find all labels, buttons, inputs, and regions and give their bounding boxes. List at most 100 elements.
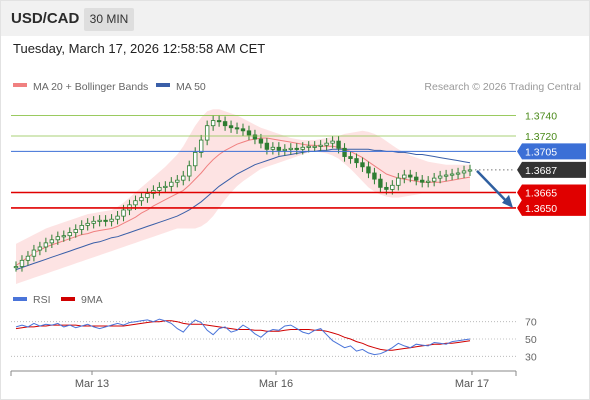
rsi-tick-label: 30 <box>525 351 537 363</box>
candle-body <box>318 144 323 147</box>
candle <box>300 142 305 155</box>
level-label-box <box>517 143 586 160</box>
price-plot-area <box>13 109 473 284</box>
x-axis-label: Mar 16 <box>259 378 293 390</box>
forecast-arrow-shaft <box>476 170 508 203</box>
candle-body <box>431 177 437 182</box>
candle <box>216 115 222 127</box>
candle <box>288 143 293 155</box>
rsi-line <box>15 318 471 356</box>
candle <box>97 215 102 227</box>
candle-body <box>402 174 407 179</box>
candle-body <box>163 185 168 188</box>
candle <box>31 244 37 262</box>
candle <box>85 218 90 231</box>
candle-body <box>455 172 461 175</box>
candle-body <box>378 178 383 188</box>
candle <box>169 177 174 192</box>
candle <box>276 142 282 156</box>
rsi-plot-area: 70 50 30 <box>11 317 537 363</box>
candle-body <box>37 246 43 251</box>
candle-body <box>13 266 19 269</box>
rsi-tick-label: 50 <box>525 334 537 346</box>
candle <box>37 241 43 256</box>
candle <box>163 181 168 193</box>
candle-body <box>157 186 162 191</box>
candle-body <box>19 259 25 267</box>
candle <box>420 175 425 188</box>
candle-body <box>49 239 55 244</box>
candle <box>437 170 443 184</box>
candle <box>91 216 96 229</box>
price-levels: 1.3740 1.3720 1.3705 1.3687 1.3665 1.3650 <box>11 110 586 216</box>
candle <box>414 171 419 186</box>
level-label: 1.3705 <box>525 146 557 158</box>
chart-header: USD/CAD 30 MIN <box>1 1 589 36</box>
candle <box>378 174 383 193</box>
candle <box>431 172 437 187</box>
candle-body <box>354 158 359 164</box>
x-axis-labels: Mar 13 Mar 16 Mar 17 <box>75 371 489 390</box>
candle-body <box>437 175 443 179</box>
candle <box>228 120 234 133</box>
candle-body <box>204 125 210 141</box>
x-axis-label: Mar 13 <box>75 378 109 390</box>
candle <box>425 176 431 188</box>
candle <box>330 135 335 149</box>
candle-body <box>324 142 329 146</box>
candle-body <box>210 120 216 127</box>
candle-body <box>288 147 293 150</box>
candle-body <box>336 140 341 149</box>
level-label: 1.3740 <box>525 110 557 122</box>
candle-body <box>246 130 252 136</box>
candle <box>348 151 353 164</box>
candle-body <box>193 152 198 167</box>
rsi-tick-label: 70 <box>525 317 537 329</box>
candle <box>67 227 72 241</box>
candle <box>103 215 108 227</box>
candle <box>270 142 276 155</box>
candle-body <box>198 139 204 153</box>
candle-body <box>61 235 66 238</box>
candle-body <box>372 172 377 180</box>
forecast-arrow <box>476 170 513 208</box>
candle-body <box>187 165 192 177</box>
candle-body <box>25 255 31 261</box>
candle-body <box>240 128 246 132</box>
bollinger-band <box>16 109 470 284</box>
candle <box>467 164 473 177</box>
candle <box>455 167 461 180</box>
ma50-legend-swatch <box>156 83 170 87</box>
candle <box>49 234 55 248</box>
candle <box>366 161 371 179</box>
candle-body <box>312 145 317 148</box>
candle-body <box>467 169 473 172</box>
candle-body <box>461 170 467 174</box>
candle-body <box>234 127 240 130</box>
candle <box>145 188 150 203</box>
timeframe-badge[interactable]: 30 MIN <box>84 8 134 31</box>
candle-body <box>252 134 258 140</box>
candle-body <box>97 219 102 222</box>
candle-body <box>91 220 96 224</box>
candle <box>109 214 114 227</box>
x-axis-label: Mar 17 <box>455 378 489 390</box>
candle-body <box>31 249 37 257</box>
candle <box>25 251 31 266</box>
rsi-legend-swatch <box>13 297 27 301</box>
rsi-ma-legend-swatch <box>61 297 75 301</box>
candle-body <box>300 146 305 150</box>
candle-body <box>169 181 174 187</box>
ma20-line <box>15 137 471 266</box>
candle-body <box>276 146 282 151</box>
candle-body <box>384 186 389 190</box>
candle <box>336 135 341 154</box>
candle-body <box>133 200 138 206</box>
candle <box>240 123 246 136</box>
candle-body <box>443 174 449 177</box>
candle <box>210 115 216 131</box>
candle <box>234 122 240 134</box>
candle <box>449 168 455 181</box>
